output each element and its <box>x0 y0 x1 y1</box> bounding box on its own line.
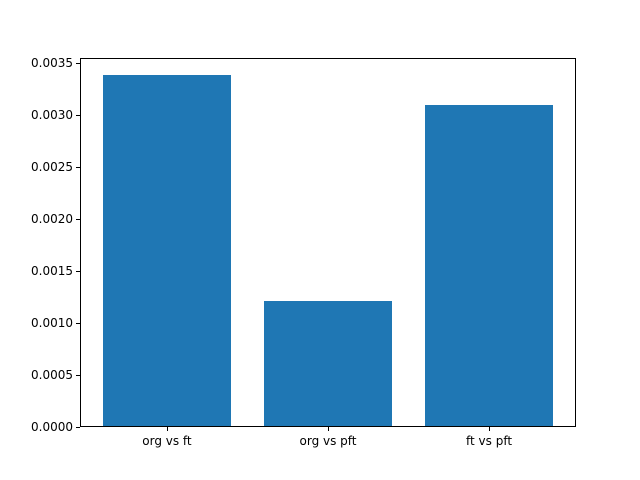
y-tick-mark <box>76 322 80 324</box>
y-tick-label: 0.0015 <box>31 263 73 278</box>
x-tick-mark <box>166 427 168 431</box>
y-tick-mark <box>76 218 80 220</box>
x-tick-label: org vs ft <box>142 434 192 448</box>
y-tick-label: 0.0030 <box>31 107 73 122</box>
y-tick-mark <box>76 427 80 428</box>
y-tick-label: 0.0020 <box>31 211 73 226</box>
y-tick-label: 0.0005 <box>31 367 73 382</box>
y-tick-label: 0.0035 <box>31 55 73 70</box>
bar-org-vs-pft <box>263 301 393 427</box>
x-tick-mark <box>489 427 491 431</box>
y-tick-mark <box>76 374 80 376</box>
x-tick-mark <box>328 427 329 431</box>
x-tick-label: org vs pft <box>299 434 357 448</box>
y-tick-mark <box>76 114 80 116</box>
y-tick-label: 0.0010 <box>31 315 73 330</box>
y-tick-label: 0.0000 <box>31 420 73 434</box>
y-tick-label: 0.0025 <box>31 159 73 174</box>
y-tick-mark <box>76 270 80 272</box>
x-tick-label: ft vs pft <box>466 434 513 448</box>
bar-ft-vs-pft <box>424 105 554 427</box>
plot-area <box>80 58 576 427</box>
y-tick-mark <box>76 166 80 168</box>
bar-org-vs-ft <box>102 75 232 427</box>
y-tick-mark <box>76 62 80 64</box>
